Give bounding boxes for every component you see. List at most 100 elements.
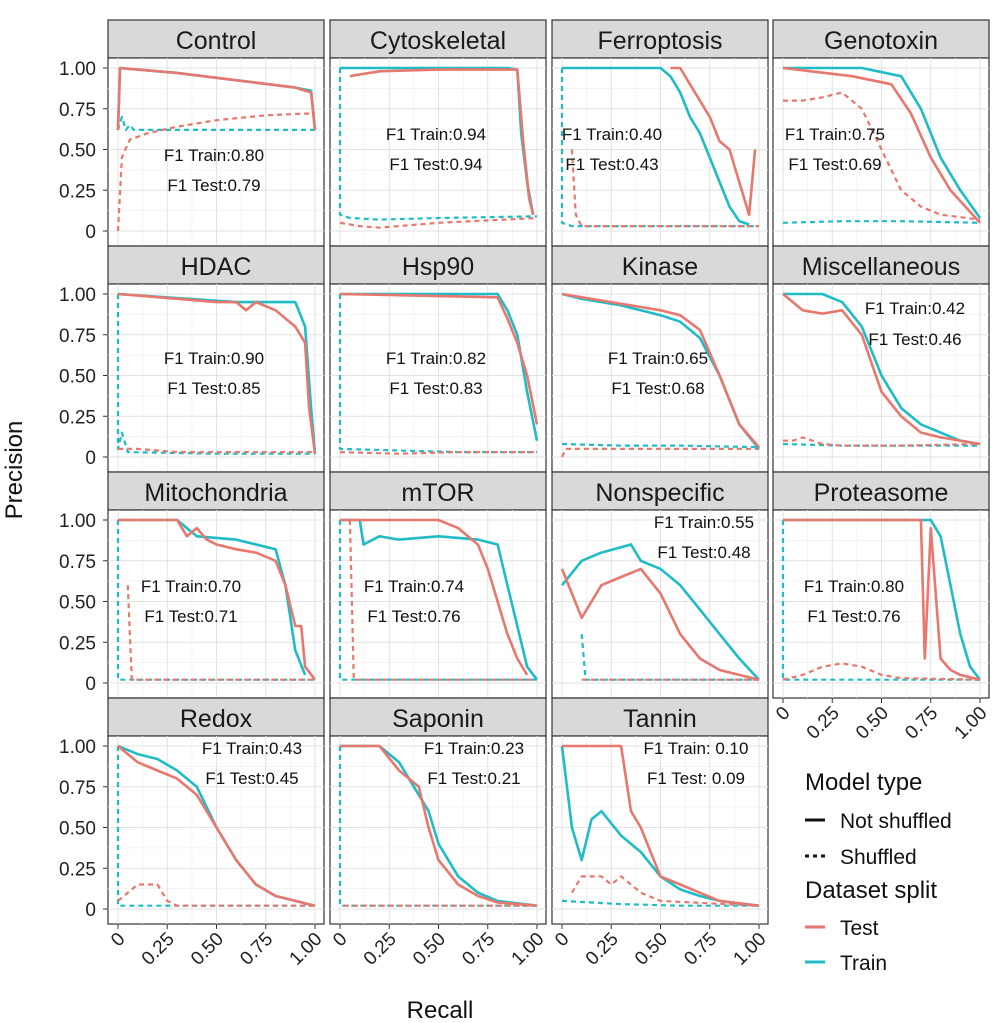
panel-title: Ferroptosis [597, 27, 722, 55]
panel-strip [329, 19, 547, 59]
panel-strip [329, 245, 547, 285]
f1-test-annotation: F1 Test:0.76 [367, 607, 460, 626]
y-tick-label: 0.75 [59, 326, 96, 347]
series-test-shuffled [783, 436, 981, 447]
legend-label-shuffled: Shuffled [840, 846, 917, 869]
f1-test-annotation: F1 Test:0.69 [788, 155, 881, 174]
series-train-not-shuffled [118, 518, 307, 676]
series-test-not-shuffled [117, 292, 317, 454]
f1-train-annotation: F1 Train:0.90 [164, 349, 264, 368]
y-tick-label: 0.50 [59, 367, 96, 388]
f1-train-annotation: F1 Train:0.80 [804, 577, 904, 596]
series-test-shuffled [339, 216, 538, 229]
panel-mitochondria: Mitochondria F1 Train:0.70 F1 Test:0.71 [107, 471, 325, 699]
f1-train-annotation: F1 Train: 0.10 [644, 739, 749, 758]
panel-control: Control F1 Train:0.80 F1 Test:0.79 [107, 19, 325, 247]
series-test-shuffled [339, 451, 537, 455]
f1-train-annotation: F1 Train:0.94 [386, 125, 486, 144]
series-test-not-shuffled [340, 744, 538, 907]
legend-title-dataset-split: Dataset split [805, 877, 937, 904]
series-test-shuffled [782, 662, 981, 681]
y-tick-label: 0.75 [59, 552, 96, 573]
f1-train-annotation: F1 Train:0.40 [562, 125, 662, 144]
series-test-not-shuffled [118, 518, 317, 681]
panel-strip [551, 245, 769, 285]
series-test-not-shuffled [782, 66, 981, 224]
series-train-shuffled [561, 442, 760, 449]
x-tick-label: 0.50 [187, 929, 228, 970]
panel-title: mTOR [401, 479, 474, 507]
legend-label-train: Train [840, 952, 887, 975]
panel-strip [551, 19, 769, 59]
series-test-not-shuffled [117, 744, 316, 907]
y-tick-label: 1.00 [59, 737, 96, 758]
panel-strip [329, 471, 547, 511]
x-axis-title: Recall [407, 997, 474, 1023]
x-tick-label: 0.75 [901, 703, 942, 744]
x-tick-label: 0.50 [409, 929, 450, 970]
x-tick-label: 0.25 [360, 929, 401, 970]
x-tick-label: 0.25 [803, 703, 844, 744]
f1-test-annotation: F1 Test:0.83 [389, 379, 482, 398]
panel-redox: Redox F1 Train:0.43 F1 Test:0.45 [107, 697, 325, 925]
series-test-not-shuffled [116, 66, 317, 131]
panel-hdac: HDAC F1 Train:0.90 F1 Test:0.85 [107, 245, 325, 473]
y-tick-label: 0.25 [59, 633, 96, 654]
series-train-not-shuffled [562, 66, 750, 226]
series-test-not-shuffled [782, 292, 981, 446]
series-train-not-shuffled [783, 66, 982, 219]
series-test-shuffled [570, 149, 759, 228]
x-tick-label: 1.00 [730, 929, 771, 970]
f1-test-annotation: F1 Test:0.46 [868, 330, 961, 349]
legend: Model type Not shuffled Shuffled Dataset… [805, 769, 952, 975]
f1-train-annotation: F1 Train:0.55 [654, 513, 754, 532]
legend-label-test: Test [840, 917, 879, 940]
series-test-not-shuffled [339, 292, 539, 425]
panel-kinase: Kinase F1 Train:0.65 F1 Test:0.68 [551, 245, 769, 473]
x-tick-label: 0 [329, 929, 351, 951]
series-train-shuffled [580, 634, 759, 681]
panel-saponin: Saponin F1 Train:0.23 F1 Test:0.21 [329, 697, 547, 925]
series-train-shuffled [338, 520, 537, 681]
panel-nonspecific: Nonspecific F1 Train:0.55 F1 Test:0.48 [551, 471, 769, 699]
panel-strip [772, 471, 990, 511]
panel-title: Cytoskeletal [370, 27, 506, 55]
panel-title: Mitochondria [144, 479, 287, 507]
x-tick-label: 1.00 [508, 929, 549, 970]
f1-test-annotation: F1 Test:0.45 [205, 769, 298, 788]
series-test-shuffled [561, 447, 759, 458]
series-train-not-shuffled [783, 292, 981, 446]
series-train-not-shuffled [340, 518, 539, 681]
y-tick-label: 0.25 [59, 859, 96, 880]
series-train-not-shuffled [340, 292, 539, 441]
panel-tannin: Tannin F1 Train: 0.10 F1 Test: 0.09 [551, 697, 769, 925]
f1-test-annotation: F1 Test: 0.09 [647, 769, 745, 788]
f1-test-annotation: F1 Test:0.71 [144, 607, 237, 626]
x-tick-label: 0.25 [582, 929, 623, 970]
series-test-shuffled [570, 875, 760, 907]
f1-test-annotation: F1 Test:0.43 [565, 155, 658, 174]
series-train-not-shuffled [340, 744, 538, 907]
y-tick-label: 0.50 [59, 141, 96, 162]
series-train-not-shuffled [783, 518, 982, 681]
x-tick-label: 0.25 [138, 929, 179, 970]
panel-strip [551, 471, 769, 511]
series-train-shuffled [116, 115, 315, 131]
y-tick-label: 0.25 [59, 407, 96, 428]
panel-title: Miscellaneous [802, 253, 960, 281]
series-test-not-shuffled [560, 567, 760, 681]
series-test-shuffled [348, 519, 537, 681]
series-train-not-shuffled [117, 292, 317, 454]
x-tick-label: 0.75 [680, 929, 721, 970]
series-train-shuffled [782, 442, 980, 447]
series-test-shuffled [118, 447, 315, 454]
panel-mtor: mTOR F1 Train:0.74 F1 Test:0.76 [329, 471, 547, 699]
y-tick-label: 0.50 [59, 819, 96, 840]
x-tick-label: 1.00 [286, 929, 327, 970]
f1-train-annotation: F1 Train:0.43 [202, 739, 302, 758]
panel-cytoskeletal: Cytoskeletal F1 Train:0.94 F1 Test:0.94 [329, 19, 547, 247]
y-tick-label: 0.75 [59, 100, 96, 121]
panel-ferroptosis: Ferroptosis F1 Train:0.40 F1 Test:0.43 [551, 19, 769, 247]
legend-title-model-type: Model type [805, 769, 922, 796]
f1-train-annotation: F1 Train:0.42 [865, 299, 965, 318]
